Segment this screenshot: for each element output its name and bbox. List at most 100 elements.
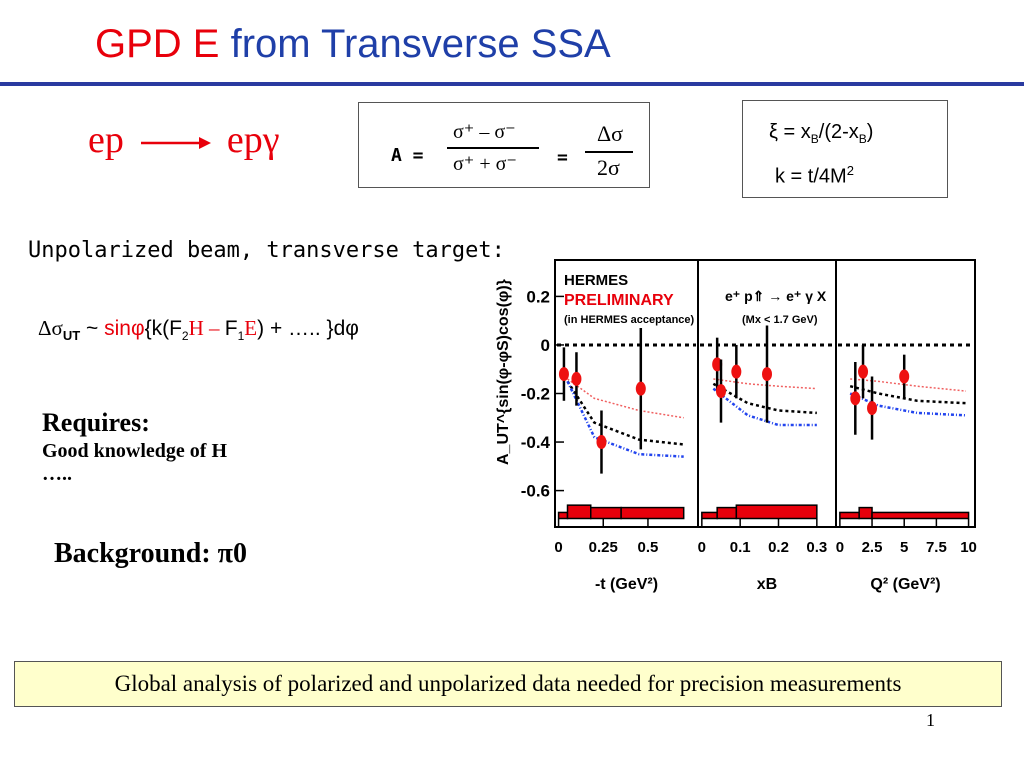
reaction-initial: ep	[88, 119, 124, 161]
y-tick-label: 0	[541, 336, 550, 355]
x-tick-label: 0	[836, 539, 844, 556]
dsigma-tilde: ~	[80, 317, 105, 340]
dsigma-delta: Δσ	[38, 316, 63, 340]
model-curve-blue	[849, 392, 967, 417]
xi-definition: ξ = xB/(2-xB)	[769, 121, 873, 146]
x-axis-label: xB	[757, 576, 777, 593]
acceptance-bar	[701, 511, 718, 520]
asymmetry-box: A = σ⁺ – σ⁻ σ⁺ + σ⁻ = Δσ 2σ	[358, 102, 650, 188]
model-curve-red	[567, 378, 684, 419]
dsigma-e: E	[244, 316, 258, 340]
reaction: ep epγ	[88, 118, 280, 162]
acceptance-bar	[716, 506, 738, 520]
acceptance-bar	[590, 506, 622, 520]
requires-heading: Requires:	[42, 408, 150, 437]
acceptance-bar	[620, 506, 685, 520]
asym-denominator2: 2σ	[597, 155, 620, 180]
data-point	[558, 367, 569, 382]
xi-sub2: B	[858, 132, 867, 146]
x-tick-label: 0	[698, 539, 706, 556]
acceptance-bar	[557, 511, 569, 520]
arrow-right-icon	[141, 137, 212, 150]
hermes-asymmetry-chart: 0.20-0.2-0.4-0.6A_UT^{sin(φ-φS)cos(φ)}0 0…	[495, 259, 977, 593]
asym-equals: =	[557, 147, 568, 168]
acceptance-bar	[839, 511, 860, 520]
model-curve-blue	[566, 380, 684, 458]
reaction-label: e⁺ p⇑ → e⁺ γ X	[725, 288, 827, 304]
model-curve-red	[713, 378, 817, 390]
x-tick-label: 0.25	[589, 539, 618, 556]
data-point	[867, 401, 878, 416]
data-point	[635, 381, 646, 396]
model-curve-black	[566, 380, 684, 446]
mass-cut-label: (Mx < 1.7 GeV)	[742, 314, 818, 326]
acceptance-bar	[566, 504, 592, 520]
acceptance-bar	[871, 511, 970, 520]
acceptance-bar	[858, 506, 873, 520]
data-point	[596, 435, 607, 450]
data-point	[858, 364, 869, 379]
x-tick-label: 2.5	[862, 539, 883, 556]
dsigma-minus: –	[203, 316, 225, 340]
setup-text: Unpolarized beam, transverse target:	[28, 238, 505, 263]
reaction-final: epγ	[226, 119, 280, 161]
x-tick-label: 0.3	[806, 539, 827, 556]
slide-title: GPD E from Transverse SSA	[95, 22, 611, 67]
y-tick-label: -0.2	[521, 385, 550, 404]
dsigma-formula: ΔσUT ~ sinφ{k(F2H – F1E) + ….. }dφ	[38, 316, 359, 343]
xi-lhs: ξ = x	[769, 121, 811, 143]
background-label: Background:	[54, 538, 218, 569]
title-gpd-e: GPD E	[95, 22, 220, 66]
x-tick-label: 0.5	[638, 539, 659, 556]
k-sup: 2	[846, 163, 854, 178]
xi-sub1: B	[810, 132, 819, 146]
model-curve-blue	[712, 387, 817, 427]
x-tick-label: 7.5	[926, 539, 947, 556]
asym-numerator: σ⁺ – σ⁻	[453, 121, 516, 143]
variables-box: ξ = xB/(2-xB) k = t/4M2	[742, 100, 948, 198]
data-point	[712, 357, 723, 372]
data-point	[850, 391, 861, 406]
data-point	[762, 367, 772, 382]
xi-end: )	[866, 121, 874, 143]
x-tick-label: 5	[900, 539, 908, 556]
background-value: π0	[217, 538, 247, 569]
conclusion-note: Global analysis of polarized and unpolar…	[14, 661, 1002, 707]
page-number: 1	[926, 710, 935, 730]
dsigma-sub: UT	[62, 328, 81, 344]
asym-numerator2: Δσ	[597, 121, 624, 146]
x-axis-label: Q² (GeV²)	[870, 576, 940, 593]
y-tick-label: 0.2	[526, 287, 550, 306]
y-axis-label: A_UT^{sin(φ-φS)cos(φ)}	[495, 279, 512, 465]
data-point	[571, 371, 582, 386]
acceptance-bar	[735, 504, 818, 520]
requires-line2: …..	[42, 463, 72, 485]
x-tick-label: 0	[554, 539, 562, 556]
background-line: Background: π0	[54, 538, 247, 570]
hermes-label: HERMES	[564, 272, 628, 289]
data-point	[716, 384, 726, 399]
title-rest: from Transverse SSA	[230, 22, 611, 66]
acceptance-label: (in HERMES acceptance)	[564, 314, 695, 326]
dsigma-f1: F	[224, 317, 238, 340]
dsigma-h: H	[188, 316, 204, 340]
model-curve-black	[849, 385, 967, 405]
x-tick-label: 0.1	[730, 539, 751, 556]
dsigma-f-sub2: 2	[181, 329, 189, 344]
x-tick-label: 10	[960, 539, 977, 556]
asym-lhs: A =	[391, 145, 424, 166]
asym-denominator: σ⁺ + σ⁻	[453, 153, 517, 175]
title-underline	[0, 82, 1024, 86]
y-tick-label: -0.4	[521, 433, 551, 452]
y-tick-label: -0.6	[521, 482, 550, 501]
xi-mid: /(2-x	[818, 121, 859, 143]
x-tick-label: 0.2	[768, 539, 789, 556]
dsigma-sin: sinφ	[104, 317, 145, 340]
dsigma-rest: ) + ….. }dφ	[257, 317, 359, 340]
preliminary-label: PRELIMINARY	[564, 292, 674, 309]
requires-line1: Good knowledge of H	[42, 440, 228, 462]
data-point	[899, 369, 910, 384]
dsigma-f-sub1: 1	[237, 329, 245, 344]
model-curve-black	[712, 382, 817, 415]
data-point	[731, 364, 742, 379]
